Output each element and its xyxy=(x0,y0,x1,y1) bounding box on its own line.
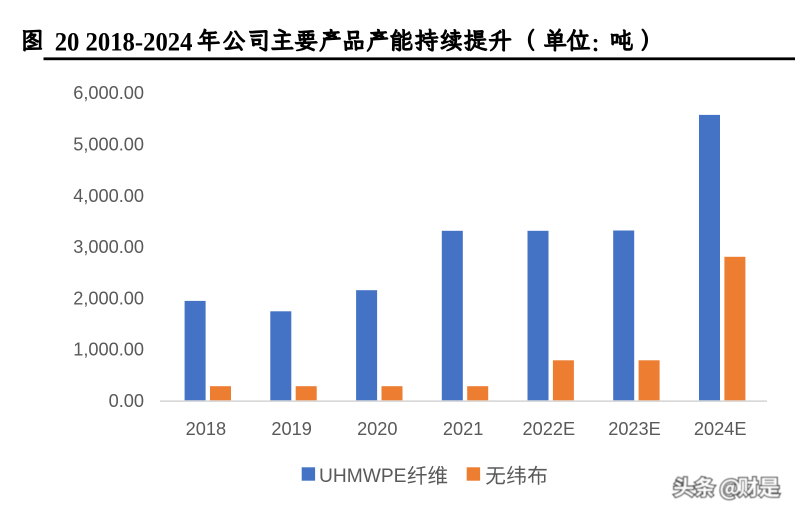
svg-text:1,000.00: 1,000.00 xyxy=(73,340,144,360)
svg-text:2,000.00: 2,000.00 xyxy=(73,288,144,308)
svg-text:5,000.00: 5,000.00 xyxy=(73,135,144,155)
svg-text:2023E: 2023E xyxy=(608,419,661,439)
svg-text:4,000.00: 4,000.00 xyxy=(73,186,144,206)
svg-text:3,000.00: 3,000.00 xyxy=(73,237,144,257)
svg-text:0.00: 0.00 xyxy=(109,391,144,411)
svg-text:2022E: 2022E xyxy=(523,419,576,439)
svg-text:2018: 2018 xyxy=(186,419,226,439)
svg-text:20 2018-2024: 20 2018-2024 xyxy=(55,27,193,56)
svg-text:2019: 2019 xyxy=(271,419,311,439)
svg-text:2021: 2021 xyxy=(443,419,483,439)
svg-text:2020: 2020 xyxy=(357,419,397,439)
svg-text:UHMWPE: UHMWPE xyxy=(319,466,407,487)
svg-text:6,000.00: 6,000.00 xyxy=(73,83,144,103)
svg-text:2024E: 2024E xyxy=(694,419,747,439)
